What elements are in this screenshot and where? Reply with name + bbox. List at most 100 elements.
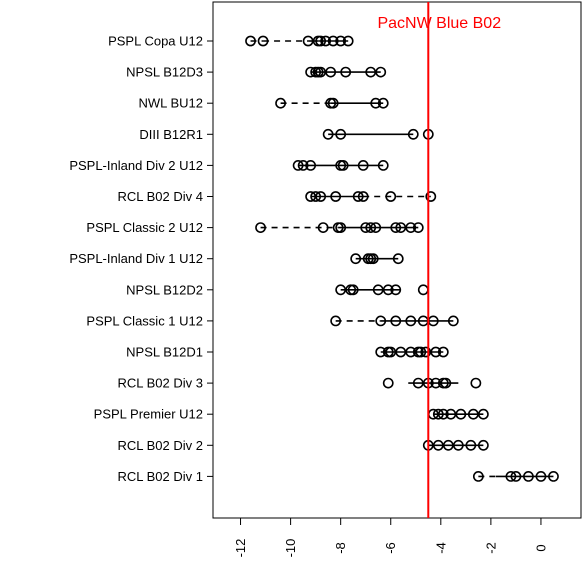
data-point — [335, 284, 347, 296]
data-point — [548, 470, 559, 482]
data-point — [510, 470, 522, 482]
plot-frame — [212, 1, 582, 519]
x-tick-label: -6 — [383, 542, 398, 554]
data-point — [535, 470, 547, 482]
data-point — [330, 315, 342, 327]
data-point — [372, 284, 384, 296]
data-point — [340, 66, 352, 78]
data-point — [390, 222, 402, 233]
data-point — [257, 35, 269, 47]
data-point — [405, 315, 417, 327]
data-point — [255, 222, 266, 233]
data-point — [377, 159, 389, 171]
data-point — [523, 470, 534, 482]
data-point — [245, 35, 256, 47]
y-tick-label: NPSL B12D1 — [126, 345, 203, 360]
y-tick-label: RCL B02 Div 4 — [118, 189, 204, 204]
data-point — [365, 66, 377, 78]
reference-line-label: PacNW Blue B02 — [377, 15, 501, 32]
data-point — [335, 222, 347, 233]
data-point — [505, 470, 517, 482]
data-point — [477, 408, 489, 420]
data-point — [347, 284, 359, 296]
data-point — [447, 315, 459, 327]
data-point — [325, 66, 337, 78]
x-tick-label: -12 — [233, 539, 248, 558]
y-tick-label: PSPL Copa U12 — [108, 34, 203, 49]
data-point — [297, 159, 309, 171]
data-point — [415, 346, 427, 358]
y-tick-label: RCL B02 Div 3 — [118, 376, 204, 391]
y-tick-label: NPSL B12D2 — [126, 282, 203, 297]
data-point — [405, 346, 417, 358]
data-point — [292, 159, 304, 171]
data-point — [467, 408, 479, 420]
data-point — [327, 35, 339, 47]
data-point — [315, 66, 327, 78]
data-point — [335, 128, 347, 140]
data-point — [382, 377, 394, 389]
data-point — [322, 128, 334, 140]
data-point — [365, 222, 377, 233]
y-tick-label: PSPL Classic 1 U12 — [86, 313, 203, 328]
data-point — [425, 191, 437, 202]
data-point — [472, 470, 484, 482]
data-point — [437, 346, 449, 358]
y-tick-label: PSPL-Inland Div 1 U12 — [69, 251, 203, 266]
data-point — [465, 439, 477, 451]
data-point — [342, 35, 354, 47]
data-point — [477, 439, 489, 451]
y-tick-label: NWL BU12 — [138, 96, 203, 111]
data-point — [320, 35, 332, 47]
y-tick-label: PSPL Classic 2 U12 — [86, 220, 203, 235]
data-point — [315, 35, 327, 47]
data-point — [302, 35, 314, 47]
x-tick-label: 0 — [533, 544, 548, 551]
data-point — [330, 191, 342, 202]
data-point — [430, 377, 442, 389]
data-point — [395, 222, 407, 233]
data-point — [420, 346, 432, 358]
data-point — [385, 191, 397, 202]
chart-marks: PSPL Copa U12 NPSL B12D3 NWL BU12 DIII B12R… — [69, 2, 559, 558]
data-point — [305, 191, 317, 202]
data-point — [352, 191, 364, 202]
data-point — [407, 128, 419, 140]
data-point — [390, 284, 402, 296]
x-tick-label: -8 — [333, 542, 348, 554]
data-point — [350, 253, 362, 265]
data-point — [470, 377, 482, 389]
data-point — [305, 159, 317, 171]
data-point — [317, 222, 329, 233]
data-point — [452, 439, 464, 451]
data-point — [417, 284, 429, 296]
data-point — [357, 191, 369, 202]
y-tick-label: NPSL B12D3 — [126, 65, 203, 80]
x-tick-label: -2 — [483, 542, 498, 554]
y-tick-label: DIII B12R1 — [139, 127, 203, 142]
data-point — [370, 222, 382, 233]
data-point — [375, 346, 387, 358]
data-point — [440, 377, 452, 389]
data-point — [375, 315, 387, 327]
data-point — [432, 408, 444, 420]
data-point — [382, 284, 394, 296]
data-point — [412, 377, 424, 389]
data-point — [375, 66, 387, 78]
data-point — [357, 159, 369, 171]
data-point — [377, 97, 389, 109]
data-point — [405, 222, 417, 233]
data-point — [432, 439, 444, 451]
data-point — [455, 408, 467, 420]
data-point — [335, 35, 347, 47]
data-point — [395, 346, 407, 358]
data-point — [315, 191, 327, 202]
x-tick-label: -10 — [283, 539, 298, 558]
data-point — [445, 408, 457, 420]
y-tick-label: PSPL-Inland Div 2 U12 — [69, 158, 203, 173]
data-point — [337, 159, 349, 171]
data-point — [412, 222, 424, 233]
data-point — [367, 253, 379, 265]
data-point — [442, 439, 454, 451]
